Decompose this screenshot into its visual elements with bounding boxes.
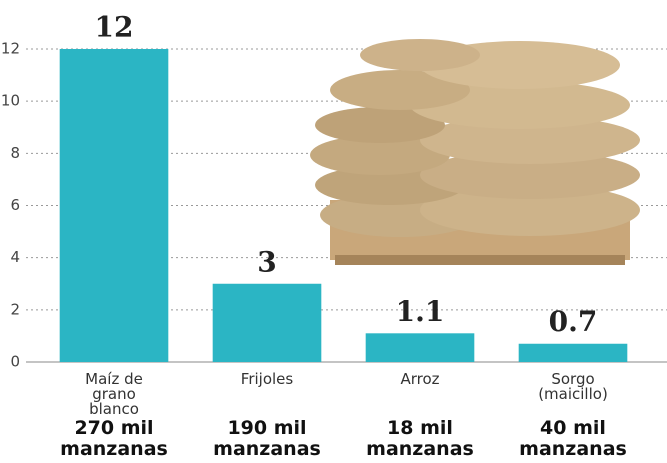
value-label: 12 xyxy=(95,11,134,44)
bar xyxy=(519,344,628,362)
bar xyxy=(366,333,475,362)
y-tick-label: 8 xyxy=(10,144,20,162)
y-tick-label: 12 xyxy=(1,40,20,58)
y-tick-label: 6 xyxy=(10,196,20,214)
value-label: 1.1 xyxy=(396,295,445,328)
x-tick-label: Arroz xyxy=(372,372,468,387)
bar xyxy=(60,49,169,362)
bar xyxy=(213,284,322,362)
category-note: 40 mil manzanas xyxy=(518,418,628,460)
value-label: 3 xyxy=(257,245,276,278)
x-tick-label: Maíz de grano blanco xyxy=(66,372,162,417)
value-label: 0.7 xyxy=(549,305,598,338)
x-tick-label: Frijoles xyxy=(219,372,315,387)
chart: 0 2 4 6 8 10 12 12 3 1.1 0.7 Maíz de grano blanco2… xyxy=(0,0,667,463)
category-note: 190 mil manzanas xyxy=(212,418,322,460)
y-tick-label: 10 xyxy=(1,92,20,110)
category-note: 270 mil manzanas xyxy=(59,418,169,460)
y-tick-label: 0 xyxy=(10,353,20,371)
sacks-photo xyxy=(310,39,640,265)
x-tick-label: Sorgo (maicillo) xyxy=(525,372,621,402)
y-tick-label: 4 xyxy=(10,248,20,266)
category-note: 18 mil manzanas xyxy=(365,418,475,460)
y-tick-label: 2 xyxy=(10,300,20,318)
